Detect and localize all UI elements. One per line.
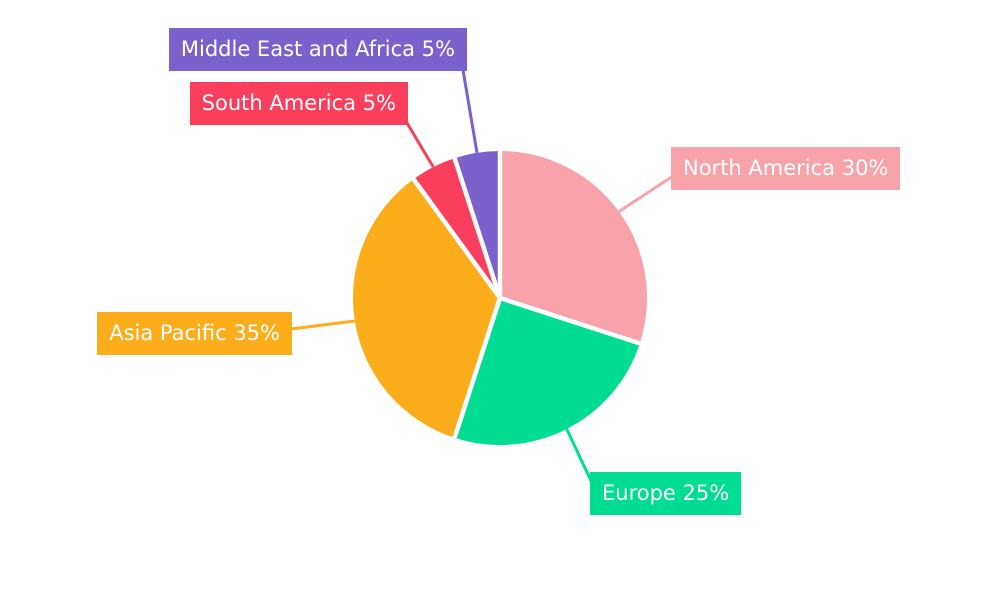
leader-line-north-america <box>618 174 674 213</box>
leader-line-europe <box>565 428 594 484</box>
slice-separator <box>499 295 641 346</box>
leader-line-south-america <box>405 122 435 168</box>
slice-separator <box>452 157 503 299</box>
leader-line-middle-east-and-africa <box>461 69 479 154</box>
pie-slice-europe[interactable] <box>454 298 640 445</box>
pie-slice-south-america[interactable] <box>413 158 500 298</box>
leader-line-asia-pacific <box>290 319 355 331</box>
pie-slice-north-america[interactable] <box>500 151 647 344</box>
slice-separator <box>411 177 502 300</box>
slice-separator <box>452 297 503 439</box>
pie-slice-asia-pacific[interactable] <box>353 179 500 438</box>
